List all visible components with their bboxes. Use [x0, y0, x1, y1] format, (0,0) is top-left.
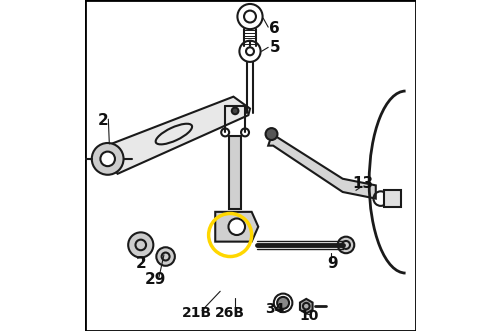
Text: 9: 9 — [328, 256, 338, 271]
Circle shape — [228, 218, 245, 235]
Text: 29: 29 — [145, 272, 167, 287]
Bar — [229, 136, 241, 209]
Text: 21B: 21B — [182, 306, 212, 320]
Circle shape — [128, 232, 154, 258]
Text: 13: 13 — [352, 176, 373, 191]
Bar — [384, 190, 400, 207]
Polygon shape — [111, 97, 250, 174]
Text: 2: 2 — [136, 256, 146, 271]
Text: 10: 10 — [300, 309, 320, 323]
Polygon shape — [215, 212, 258, 242]
Text: 34: 34 — [265, 303, 284, 316]
Polygon shape — [300, 299, 312, 313]
Text: 2: 2 — [98, 113, 108, 128]
Circle shape — [92, 143, 124, 175]
Text: 26B: 26B — [215, 306, 245, 320]
Circle shape — [277, 297, 289, 309]
Circle shape — [100, 152, 115, 166]
Circle shape — [232, 108, 238, 114]
Text: 5: 5 — [270, 40, 280, 56]
Circle shape — [266, 128, 278, 140]
Circle shape — [338, 237, 354, 253]
Text: 6: 6 — [270, 21, 280, 36]
Circle shape — [156, 247, 175, 266]
Polygon shape — [268, 136, 376, 199]
